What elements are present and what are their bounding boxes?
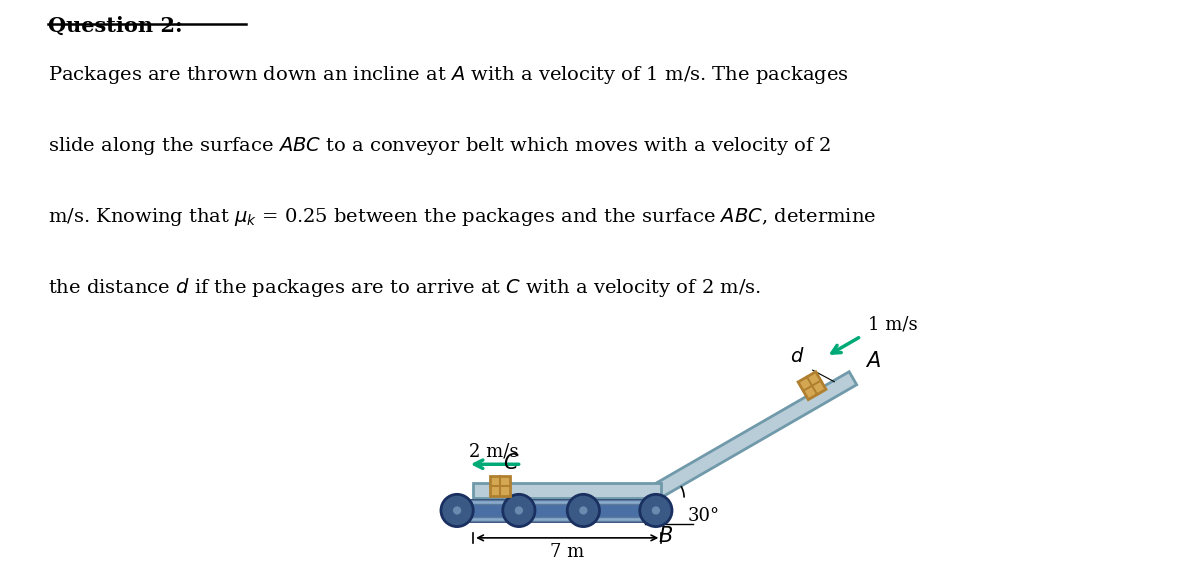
Text: $d$: $d$ [791,347,805,366]
Text: 1 m/s: 1 m/s [868,315,917,333]
Circle shape [640,494,672,527]
Circle shape [440,494,473,527]
Text: 7 m: 7 m [550,543,584,561]
Text: Packages are thrown down an incline at $A$ with a velocity of 1 m/s. The package: Packages are thrown down an incline at $… [48,64,848,86]
Text: $C$: $C$ [503,453,520,474]
Text: the distance $d$ if the packages are to arrive at $C$ with a velocity of 2 m/s.: the distance $d$ if the packages are to … [48,276,761,299]
Circle shape [568,494,600,527]
Text: $A$: $A$ [865,350,881,371]
Circle shape [514,506,523,515]
Bar [490,476,510,496]
Text: 2 m/s: 2 m/s [469,443,518,461]
Polygon shape [654,371,857,498]
Bar [455,500,661,521]
Polygon shape [798,372,826,399]
Circle shape [503,494,535,527]
Polygon shape [473,482,661,498]
Circle shape [452,506,462,515]
Bar [455,500,661,504]
Bar [455,517,661,521]
Circle shape [578,506,588,515]
Text: m/s. Knowing that $\mu_k$ = 0.25 between the packages and the surface $ABC$, det: m/s. Knowing that $\mu_k$ = 0.25 between… [48,206,876,228]
Text: 30°: 30° [688,507,720,525]
Text: Question 2:: Question 2: [48,16,182,36]
Text: slide along the surface $ABC$ to a conveyor belt which moves with a velocity of : slide along the surface $ABC$ to a conve… [48,135,832,157]
Text: $B$: $B$ [658,526,673,545]
Circle shape [652,506,661,515]
